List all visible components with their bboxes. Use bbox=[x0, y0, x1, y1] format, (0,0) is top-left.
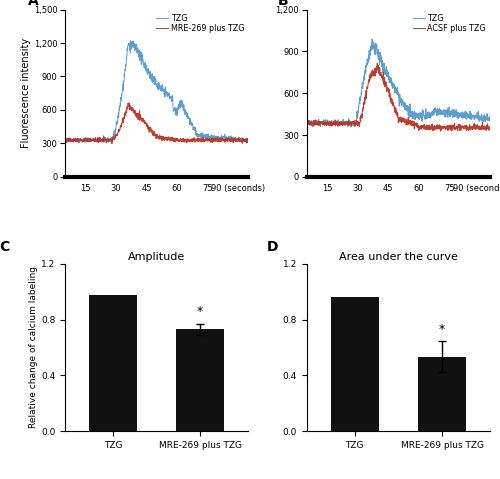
Legend: TZG, MRE-269 plus TZG: TZG, MRE-269 plus TZG bbox=[156, 13, 244, 33]
Text: *: * bbox=[197, 305, 203, 318]
Text: D: D bbox=[266, 240, 278, 254]
Title: Amplitude: Amplitude bbox=[128, 251, 185, 262]
Bar bbox=[331, 297, 379, 431]
Bar bbox=[176, 330, 224, 431]
Bar bbox=[89, 295, 137, 431]
Legend: TZG, ACSF plus TZG: TZG, ACSF plus TZG bbox=[413, 13, 486, 33]
Y-axis label: Fluorescence intensity: Fluorescence intensity bbox=[21, 38, 31, 148]
Text: *: * bbox=[439, 323, 445, 336]
Title: Area under the curve: Area under the curve bbox=[339, 251, 458, 262]
Text: A: A bbox=[28, 0, 39, 8]
Bar bbox=[418, 356, 466, 431]
Text: C: C bbox=[0, 240, 10, 254]
Text: B: B bbox=[278, 0, 288, 8]
Y-axis label: Relative change of calcium labeling: Relative change of calcium labeling bbox=[29, 266, 38, 428]
